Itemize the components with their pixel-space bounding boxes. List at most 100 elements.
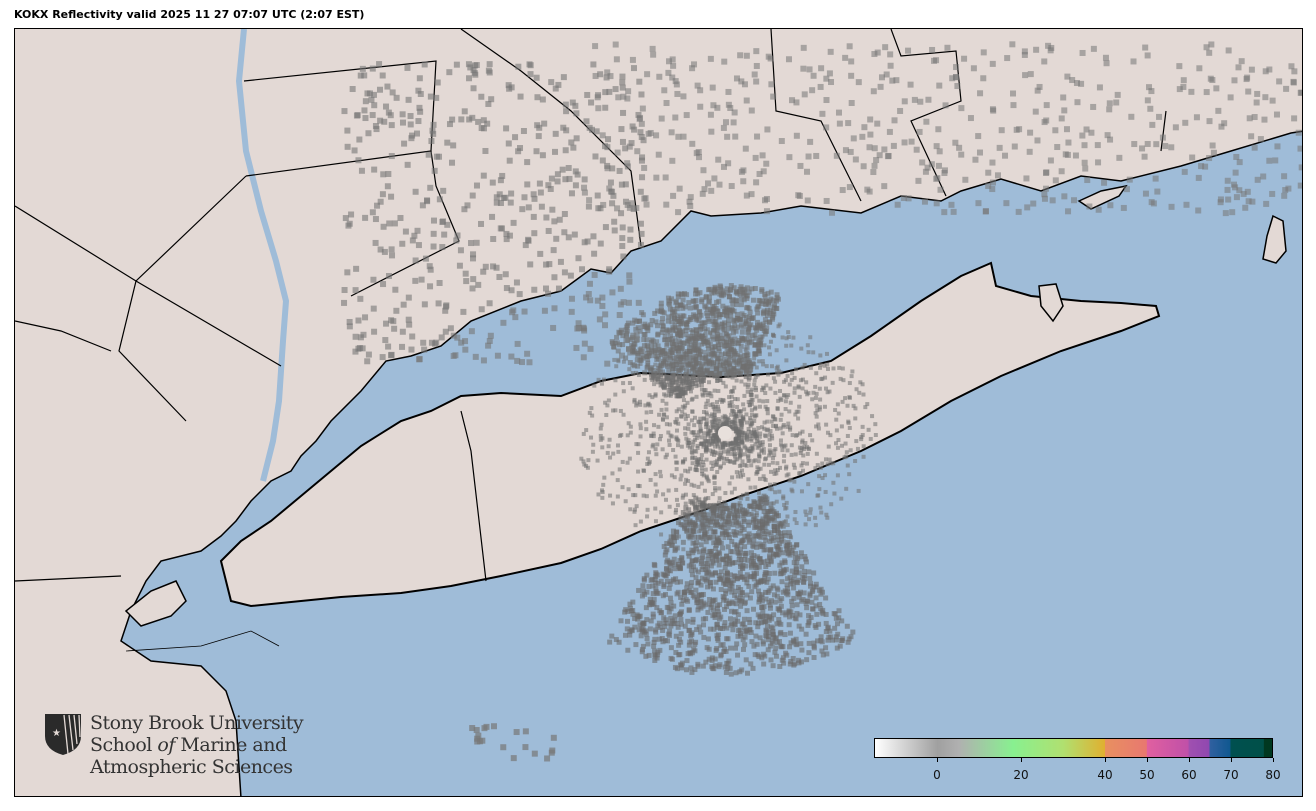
echo-pixel (1253, 99, 1260, 106)
echo-pixel (715, 632, 721, 638)
echo-pixel (402, 228, 409, 235)
echo-pixel (919, 159, 926, 166)
echo-pixel (561, 211, 568, 218)
echo-pixel (400, 301, 407, 308)
echo-pixel (607, 73, 614, 80)
echo-pixel (341, 299, 348, 306)
echo-pixel (720, 163, 727, 170)
echo-pixel (696, 335, 702, 341)
echo-pixel (723, 384, 728, 389)
echo-pixel (428, 138, 435, 145)
echo-pixel (570, 144, 577, 151)
echo-pixel (420, 339, 427, 346)
echo-pixel (613, 392, 618, 397)
echo-pixel (598, 433, 603, 438)
echo-pixel (813, 466, 818, 471)
echo-pixel (712, 656, 718, 662)
echo-pixel (844, 486, 849, 491)
echo-pixel (650, 395, 655, 400)
echo-pixel (698, 534, 704, 540)
echo-pixel (549, 206, 556, 213)
echo-pixel (796, 409, 801, 414)
echo-pixel (733, 424, 738, 429)
echo-pixel (679, 362, 685, 368)
echo-pixel (638, 120, 645, 127)
echo-pixel (692, 501, 698, 507)
echo-pixel (493, 199, 500, 206)
echo-pixel (771, 517, 777, 523)
echo-pixel (776, 368, 781, 373)
echo-pixel (756, 303, 762, 309)
echo-pixel (738, 413, 743, 418)
echo-pixel (738, 302, 744, 308)
echo-pixel (647, 626, 653, 632)
echo-pixel (705, 575, 711, 581)
echo-pixel (739, 463, 744, 468)
echo-pixel (434, 79, 441, 86)
echo-pixel (651, 643, 657, 649)
echo-pixel (374, 202, 381, 209)
echo-pixel (659, 532, 664, 537)
echo-pixel (765, 399, 770, 404)
echo-pixel (891, 117, 898, 124)
echo-pixel (688, 589, 694, 595)
echo-pixel (760, 516, 766, 522)
echo-pixel (702, 533, 708, 539)
echo-pixel (950, 208, 957, 215)
echo-pixel (667, 302, 673, 308)
echo-pixel (756, 444, 761, 449)
echo-pixel (692, 449, 697, 454)
echo-pixel (726, 513, 732, 519)
echo-pixel (763, 499, 769, 505)
echo-pixel (679, 316, 685, 322)
echo-pixel (783, 399, 788, 404)
echo-pixel (763, 457, 768, 462)
echo-pixel (744, 572, 750, 578)
echo-pixel (562, 101, 569, 108)
echo-pixel (721, 461, 726, 466)
echo-pixel (806, 618, 812, 624)
echo-pixel (757, 596, 763, 602)
echo-pixel (803, 559, 809, 565)
echo-pixel (739, 379, 744, 384)
echo-pixel (818, 365, 823, 370)
echo-pixel (953, 74, 960, 81)
echo-pixel (555, 81, 562, 88)
echo-pixel (741, 417, 746, 422)
echo-pixel (714, 359, 720, 365)
echo-pixel (559, 166, 566, 173)
echo-pixel (421, 61, 428, 68)
echo-pixel (433, 339, 440, 346)
echo-pixel (784, 500, 789, 505)
echo-pixel (994, 172, 1001, 179)
echo-pixel (731, 505, 737, 511)
echo-pixel (737, 455, 742, 460)
echo-pixel (813, 152, 820, 159)
echo-pixel (764, 328, 770, 334)
echo-pixel (723, 421, 728, 426)
echo-pixel (870, 169, 877, 176)
echo-pixel (702, 372, 708, 378)
echo-pixel (634, 148, 641, 155)
echo-pixel (700, 367, 706, 373)
echo-pixel (701, 444, 706, 449)
echo-pixel (817, 83, 824, 90)
echo-pixel (726, 600, 732, 606)
echo-pixel (703, 295, 709, 301)
echo-pixel (1232, 169, 1239, 176)
echo-pixel (649, 576, 655, 582)
echo-pixel (663, 549, 669, 555)
echo-pixel (762, 520, 768, 526)
echo-pixel (581, 459, 586, 464)
echo-pixel (715, 522, 721, 528)
echo-pixel (653, 372, 659, 378)
echo-pixel (736, 439, 741, 444)
echo-pixel (646, 353, 652, 359)
echo-pixel (614, 205, 621, 212)
echo-pixel (662, 552, 668, 558)
echo-pixel (723, 532, 729, 538)
echo-pixel (734, 519, 740, 525)
echo-pixel (663, 100, 670, 107)
echo-pixel (782, 558, 788, 564)
echo-pixel (710, 511, 716, 517)
